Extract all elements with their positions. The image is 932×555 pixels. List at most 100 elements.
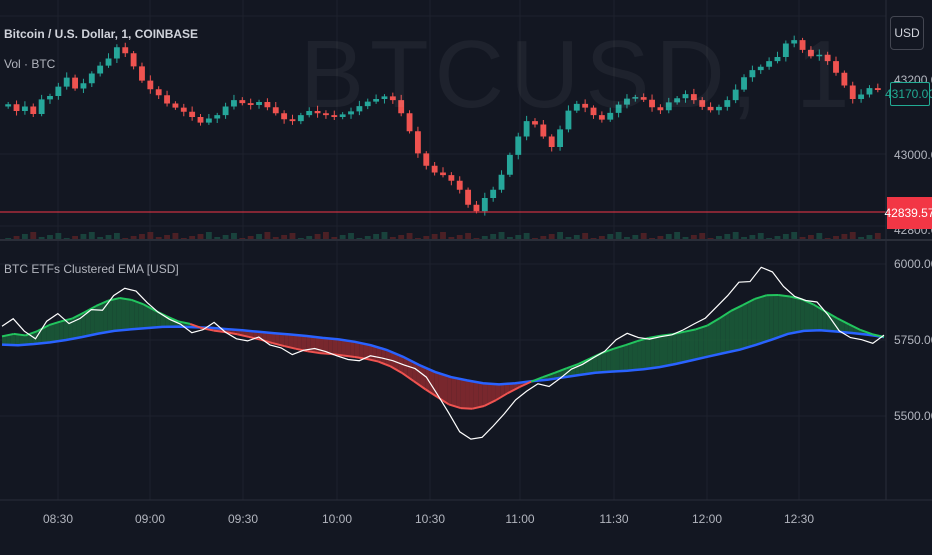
volume-bar (407, 233, 413, 240)
volume-legend[interactable]: Vol · BTC (4, 57, 55, 71)
ema-cloud-segment (677, 332, 681, 363)
ema-cloud-segment (90, 307, 94, 336)
candle-body (47, 96, 53, 99)
volume-bar (791, 232, 797, 240)
candle-body (81, 83, 87, 88)
candle-body (189, 112, 195, 117)
candle-body (206, 119, 212, 123)
volume-bar (382, 232, 388, 240)
candle-body (482, 198, 488, 211)
ema-cloud-segment (121, 298, 125, 330)
volume-bar (582, 233, 588, 240)
candle-body (239, 100, 245, 103)
ema-cloud-segment (650, 337, 654, 368)
candle-body (122, 47, 128, 53)
ema-cloud-segment (791, 297, 795, 333)
ema-cloud-segment (302, 336, 306, 351)
ema-cloud-segment (139, 303, 143, 329)
ema-cloud-segment (809, 302, 813, 330)
ema-cloud-segment (637, 340, 641, 370)
symbol-watermark: BTCUSD, 1 (300, 20, 855, 130)
ema-cloud-segment (443, 375, 447, 404)
ema-cloud-segment (328, 338, 332, 354)
ema-cloud-segment (655, 336, 659, 368)
candle-body (181, 108, 187, 112)
ema-cloud-segment (315, 337, 319, 353)
ema-cloud-segment (813, 304, 817, 330)
highlight-price-badge: 42839.57 (887, 197, 932, 229)
volume-bar (524, 233, 530, 240)
ema-cloud-segment (734, 307, 738, 351)
ema-cloud-segment (686, 331, 690, 362)
candle-body (465, 190, 471, 205)
ema-cloud-segment (602, 351, 606, 372)
ema-cloud-segment (368, 345, 372, 361)
candle-body (457, 181, 463, 190)
volume-bar (850, 232, 856, 240)
ema-cloud-segment (108, 300, 112, 332)
volume-bar (875, 233, 881, 240)
indicator-title[interactable]: BTC ETFs Clustered EMA [USD] (4, 262, 179, 276)
ema-cloud-segment (628, 343, 632, 371)
candle-body (156, 89, 162, 95)
ema-cloud-segment (55, 322, 59, 342)
candle-body (432, 166, 438, 173)
ema-cloud-segment (333, 339, 337, 355)
time-tick-label: 10:00 (322, 512, 352, 526)
ema-cloud-segment (95, 305, 99, 335)
candle-body (499, 175, 505, 190)
symbol-title[interactable]: Bitcoin / U.S. Dollar, 1, COINBASE (4, 27, 198, 41)
candle-body (290, 119, 296, 121)
indicator-axis-labels[interactable]: 6000.005750.005500.00 (894, 257, 932, 423)
candle-body (139, 66, 145, 80)
ema-cloud-segment (143, 304, 147, 328)
ema-cloud-segment (805, 301, 809, 331)
ema-cloud-segment (699, 327, 703, 359)
time-tick-label: 11:30 (599, 512, 628, 526)
ema-cloud-segment (787, 296, 791, 334)
volume-bar (89, 232, 95, 240)
candle-body (423, 153, 429, 165)
ema-cloud-segment (730, 309, 734, 351)
volume-bar (557, 232, 563, 240)
ema-cloud-segment (134, 301, 138, 329)
volume-bar (172, 233, 178, 240)
ema-cloud-segment (783, 296, 787, 336)
ema-cloud-segment (99, 303, 103, 334)
currency-button[interactable]: USD (890, 16, 924, 50)
ema-cloud-segment (796, 298, 800, 333)
ema-cloud-segment (51, 323, 55, 342)
ema-cloud-segment (469, 381, 473, 409)
ema-cloud-fills (2, 295, 884, 409)
ema-cloud-segment (738, 305, 742, 350)
ema-cloud-segment (769, 295, 773, 340)
ema-cloud-segment (778, 295, 782, 337)
ema-cloud-segment (765, 295, 769, 342)
ema-cloud-segment (337, 339, 341, 355)
ema-cloud-segment (456, 378, 460, 408)
last-price-badge: 43170.00 (890, 82, 930, 106)
candle-body (264, 102, 270, 107)
candle-body (867, 88, 873, 94)
ema-cloud-segment (483, 383, 487, 406)
candle-body (448, 175, 454, 181)
candle-body (30, 107, 36, 115)
candle-body (89, 74, 95, 84)
time-tick-label: 12:00 (692, 512, 722, 526)
ema-cloud-segment (668, 334, 672, 365)
ema-cloud-segment (342, 340, 346, 356)
ema-cloud-segment (73, 316, 77, 339)
ema-cloud-segment (664, 335, 668, 367)
candle-body (231, 100, 237, 106)
ema-cloud-segment (461, 379, 465, 408)
volume-bar (290, 233, 296, 240)
volume-bar (264, 232, 270, 240)
candle-body (875, 88, 881, 90)
ema-cloud-segment (800, 299, 804, 332)
ema-cloud-segment (606, 350, 610, 372)
volume-bar (114, 233, 120, 240)
ema-cloud-segment (659, 335, 663, 367)
volume-bar (30, 232, 36, 240)
time-tick-label: 10:30 (415, 512, 445, 526)
